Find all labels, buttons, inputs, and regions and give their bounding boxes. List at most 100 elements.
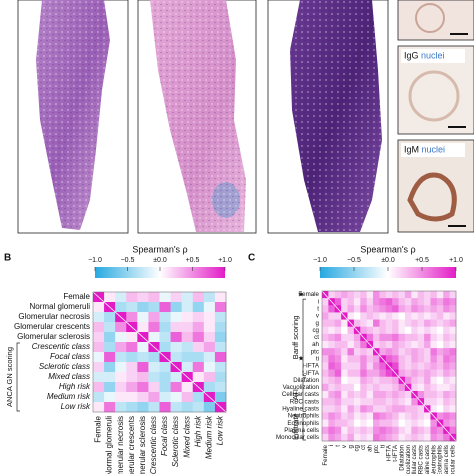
heatmap-cell bbox=[398, 355, 406, 363]
heatmap-cell bbox=[93, 402, 105, 413]
row-label: Low risk bbox=[61, 402, 91, 411]
heatmap-cell bbox=[203, 332, 216, 343]
heatmap-cell bbox=[430, 355, 438, 363]
heatmap-cell bbox=[443, 348, 450, 356]
heatmap-cell bbox=[214, 352, 227, 363]
heatmap-cell bbox=[115, 322, 127, 333]
heatmap-cell bbox=[436, 312, 444, 320]
heatmap-cell bbox=[148, 362, 160, 373]
heatmap-cell bbox=[449, 362, 457, 370]
column-label: Low risk bbox=[216, 415, 225, 445]
heatmap-cell bbox=[214, 342, 227, 353]
colorbar-tick-label: ±0.0 bbox=[153, 257, 167, 264]
heatmap-cell bbox=[170, 392, 182, 403]
heatmap-cell bbox=[334, 333, 342, 342]
row-label: Plasma cells bbox=[284, 427, 319, 434]
heatmap-cell bbox=[159, 332, 171, 343]
heatmap-cell bbox=[322, 391, 329, 399]
heatmap-cell bbox=[417, 362, 425, 370]
column-label: Female bbox=[322, 444, 329, 465]
heatmap-cell bbox=[93, 312, 105, 323]
heatmap-cell bbox=[424, 362, 431, 370]
heatmap-cell bbox=[341, 333, 348, 342]
heatmap-cell bbox=[366, 391, 374, 399]
heatmap-cell bbox=[214, 372, 227, 383]
heatmap-cell bbox=[436, 333, 444, 342]
heatmap-cell bbox=[404, 398, 412, 406]
heatmap-cell bbox=[334, 355, 342, 363]
heatmap-cell bbox=[203, 372, 216, 383]
row-label: Glomerular crescents bbox=[14, 322, 90, 331]
column-label: Dilatation bbox=[398, 444, 405, 470]
heatmap-cell bbox=[404, 319, 412, 328]
heatmap-cell bbox=[353, 412, 361, 420]
row-label: Glomerular necrosis bbox=[18, 312, 90, 321]
heatmap-cell bbox=[436, 398, 444, 406]
heatmap-cell bbox=[347, 348, 355, 356]
heatmap-cell bbox=[334, 312, 342, 320]
heatmap-cell bbox=[170, 322, 182, 333]
heatmap-cell bbox=[385, 391, 393, 399]
heatmap-cell bbox=[404, 391, 412, 399]
heatmap-cell bbox=[170, 352, 182, 363]
heatmap-cell bbox=[379, 426, 387, 435]
heatmap-cell bbox=[148, 382, 160, 393]
heatmap-cell bbox=[115, 332, 127, 343]
heatmap-cell bbox=[443, 398, 450, 406]
heatmap-cell bbox=[411, 383, 419, 392]
heatmap-cell bbox=[159, 322, 171, 333]
heatmap-cell bbox=[360, 419, 367, 428]
heatmap-cell bbox=[341, 326, 348, 335]
heatmap-cell bbox=[334, 348, 342, 356]
heatmap-cell bbox=[360, 433, 367, 442]
heatmap-cell bbox=[334, 433, 342, 442]
heatmap-cell bbox=[366, 426, 374, 435]
heatmap-cell bbox=[347, 333, 355, 342]
heatmap-cell bbox=[398, 412, 406, 420]
heatmap-cell bbox=[347, 291, 355, 299]
heatmap-cell bbox=[126, 402, 138, 413]
heatmap-cell bbox=[379, 305, 387, 313]
colorbar-tick-label: −1.0 bbox=[88, 257, 102, 264]
heatmap-cell bbox=[328, 412, 336, 420]
heatmap-cell bbox=[430, 383, 438, 392]
row-label: Glomerular sclerosis bbox=[17, 332, 90, 341]
heatmap-cell bbox=[203, 292, 216, 303]
heatmap-cell bbox=[392, 391, 399, 399]
heatmap-cell bbox=[443, 298, 450, 306]
heatmap-cell bbox=[411, 319, 419, 328]
panel-letter: C bbox=[248, 253, 255, 264]
column-label: i-IFTA bbox=[386, 444, 393, 461]
scale-bar bbox=[448, 225, 466, 227]
row-label: ah bbox=[312, 341, 319, 348]
heatmap-cell bbox=[373, 333, 380, 342]
tissue-texture bbox=[290, 0, 382, 232]
heatmap-cell bbox=[411, 405, 419, 413]
column-label: Vacuolization bbox=[405, 444, 412, 474]
heatmap-cell bbox=[398, 326, 406, 335]
row-label: High risk bbox=[59, 382, 91, 391]
heatmap-cell bbox=[347, 305, 355, 313]
heatmap-cell bbox=[360, 412, 367, 420]
column-label: Sclerotic class bbox=[171, 416, 180, 467]
heatmap-cell bbox=[126, 342, 138, 353]
heatmap-cell bbox=[214, 292, 227, 303]
heatmap-cell bbox=[430, 348, 438, 356]
heatmap-cell bbox=[373, 369, 380, 378]
heatmap-cell bbox=[322, 305, 329, 313]
heatmap-cell bbox=[137, 312, 149, 323]
heatmap-cell bbox=[328, 376, 336, 385]
heatmap-cell bbox=[192, 332, 205, 343]
heatmap-cell bbox=[148, 352, 160, 363]
heatmap-cell bbox=[347, 391, 355, 399]
heatmap-cell bbox=[443, 319, 450, 328]
heatmap-cell bbox=[334, 405, 342, 413]
inset-label-bg bbox=[401, 143, 465, 157]
heatmap-cell bbox=[392, 319, 399, 328]
heatmap-cell bbox=[93, 322, 105, 333]
heatmap-cell bbox=[379, 348, 387, 356]
heatmap-cell bbox=[443, 383, 450, 392]
row-label: ti bbox=[316, 355, 319, 362]
row-label: Normal glomeruli bbox=[30, 302, 91, 311]
